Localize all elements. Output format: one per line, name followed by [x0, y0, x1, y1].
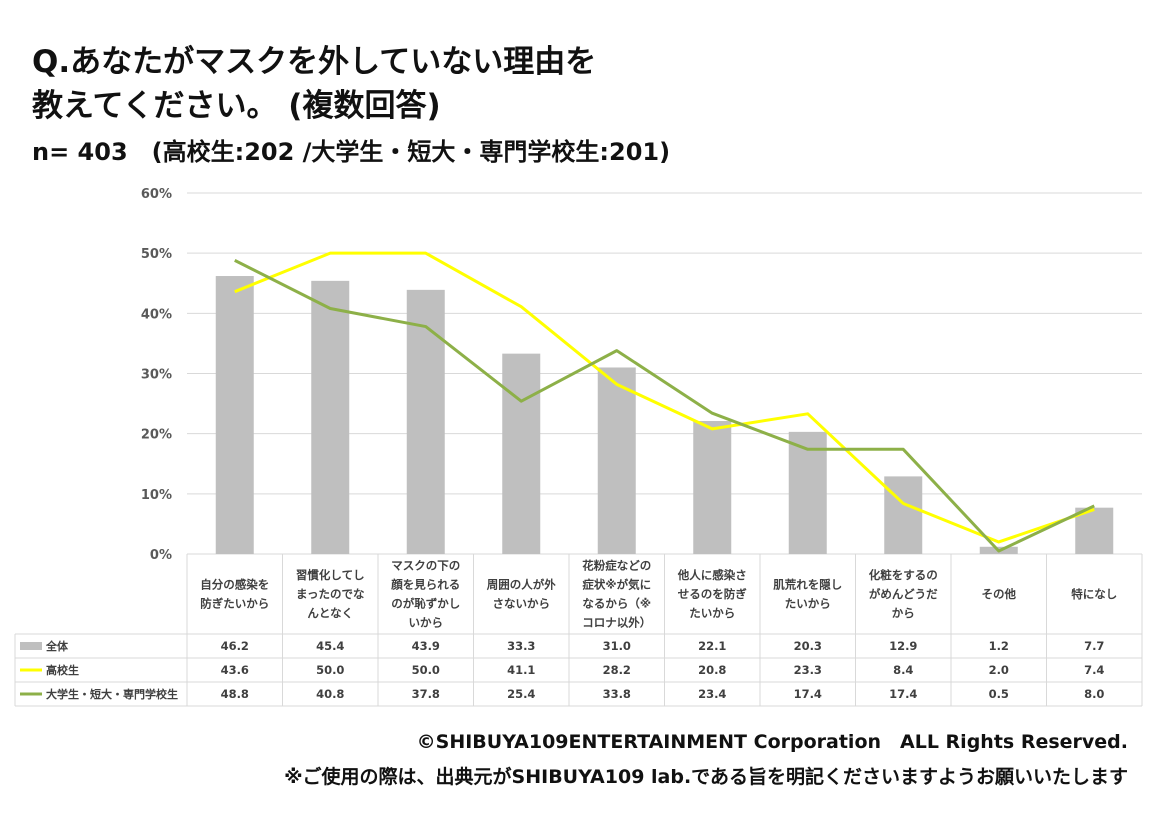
- category-label: 他人に感染させるのを防ぎたいから: [677, 568, 747, 620]
- data-value: 20.8: [698, 663, 726, 677]
- data-value: 0.5: [989, 687, 1009, 701]
- bar: [788, 431, 827, 554]
- data-value: 7.4: [1084, 663, 1104, 677]
- data-value: 23.3: [794, 663, 822, 677]
- data-value: 37.8: [412, 687, 440, 701]
- data-value: 7.7: [1084, 639, 1104, 653]
- bar: [597, 367, 636, 554]
- category-label: マスクの下の顔を見られるのが恥ずかしいから: [390, 559, 460, 630]
- y-tick-label: 20%: [141, 428, 172, 443]
- y-tick-label: 10%: [141, 488, 172, 503]
- data-value: 45.4: [316, 639, 344, 653]
- bar: [1075, 507, 1114, 554]
- category-label: 習慣化してしまったのでなんとなく: [296, 568, 365, 620]
- bar: [215, 276, 254, 554]
- data-value: 17.4: [889, 687, 917, 701]
- data-value: 33.3: [507, 639, 535, 653]
- bar: [406, 289, 445, 554]
- category-label: 肌荒れを隠したいから: [773, 578, 842, 611]
- data-value: 25.4: [507, 687, 535, 701]
- bar: [311, 280, 350, 554]
- legend-label: 全体: [45, 639, 69, 653]
- chart-title-line1: Q.あなたがマスクを外していない理由を: [32, 44, 597, 80]
- data-value: 8.0: [1084, 687, 1104, 701]
- bar: [693, 421, 732, 554]
- data-value: 23.4: [698, 687, 726, 701]
- data-value: 46.2: [221, 639, 249, 653]
- data-value: 12.9: [889, 639, 917, 653]
- legend-label: 大学生・短大・専門学校生: [46, 687, 178, 701]
- series-line: [234, 251, 1095, 544]
- data-value: 43.9: [412, 639, 440, 653]
- data-value: 31.0: [603, 639, 631, 653]
- data-value: 2.0: [989, 663, 1009, 677]
- data-value: 28.2: [603, 663, 631, 677]
- bar: [884, 476, 923, 554]
- data-value: 43.6: [221, 663, 249, 677]
- legend-swatch-bar: [20, 642, 42, 650]
- y-tick-label: 40%: [141, 307, 172, 322]
- category-label: 自分の感染を防ぎたいから: [200, 578, 269, 611]
- data-value: 17.4: [794, 687, 822, 701]
- y-tick-label: 50%: [141, 247, 172, 262]
- chart-title-line2: 教えてください。 (複数回答): [32, 88, 441, 124]
- category-label: その他: [982, 587, 1017, 601]
- data-value: 1.2: [989, 639, 1009, 653]
- footer-copyright: ©SHIBUYA109ENTERTAINMENT Corporation ALL…: [416, 731, 1128, 753]
- data-value: 8.4: [893, 663, 913, 677]
- data-value: 40.8: [316, 687, 344, 701]
- data-value: 50.0: [316, 663, 344, 677]
- data-value: 50.0: [412, 663, 440, 677]
- data-value: 48.8: [221, 687, 249, 701]
- bar: [502, 353, 541, 554]
- category-label: 花粉症などの症状※が気になるから（※コロナ以外）: [582, 559, 651, 630]
- y-tick-label: 30%: [141, 368, 172, 383]
- series-line: [234, 259, 1095, 553]
- y-tick-label: 60%: [141, 187, 172, 202]
- category-label: 周囲の人が外さないから: [487, 578, 556, 611]
- footer-note: ※ご使用の際は、出典元がSHIBUYA109 lab.である旨を明記くださいます…: [284, 766, 1128, 788]
- data-value: 33.8: [603, 687, 631, 701]
- category-label: 化粧をするのがめんどうだから: [869, 568, 938, 620]
- legend-label: 高校生: [46, 663, 79, 677]
- y-tick-label: 0%: [150, 548, 172, 563]
- chart-subtitle: n= 403 (高校生:202 /大学生・短大・専門学校生:201): [32, 138, 671, 166]
- data-value: 22.1: [698, 639, 726, 653]
- data-value: 20.3: [794, 639, 822, 653]
- data-value: 41.1: [507, 663, 535, 677]
- category-label: 特になし: [1071, 587, 1117, 601]
